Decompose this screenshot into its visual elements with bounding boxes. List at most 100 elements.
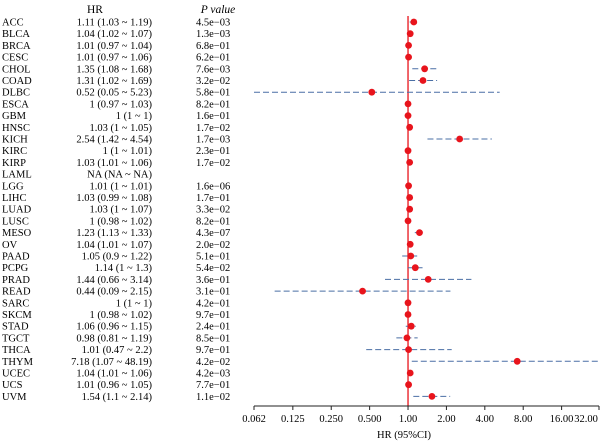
p-value-luad: 3.3e−02	[196, 205, 230, 216]
hr-text-lusc: 1 (0.98 ~ 1.02)	[89, 216, 152, 227]
row-label-dlbc: DLBC	[2, 88, 30, 99]
p-value-blca: 1.3e−03	[196, 29, 230, 40]
p-value-kich: 1.7e−03	[196, 135, 230, 146]
p-value-chol: 7.6e−03	[196, 64, 230, 75]
point-lihc	[406, 194, 414, 201]
row-label-kirp: KIRP	[2, 158, 26, 169]
row-label-sarc: SARC	[2, 298, 29, 309]
point-kirc	[404, 147, 412, 155]
x-tick-label-7: 8.00	[514, 414, 532, 425]
p-value-lgg: 1.6e−06	[196, 181, 230, 192]
x-tick-label-9: 32.00	[574, 414, 598, 425]
row-label-hnsc: HNSC	[2, 123, 30, 134]
p-value-cesc: 6.2e−01	[196, 53, 230, 64]
point-meso	[416, 229, 423, 237]
x-tick-label-5: 2.00	[437, 414, 455, 425]
point-esca	[404, 100, 412, 108]
row-label-coad: COAD	[2, 76, 32, 87]
row-label-ucec: UCEC	[2, 369, 30, 380]
row-label-kich: KICH	[2, 135, 28, 146]
point-kirp	[406, 159, 414, 166]
plot-layer	[254, 16, 600, 406]
hr-text-pcpg: 1.14 (1 ~ 1.3)	[95, 263, 153, 274]
point-acc	[410, 18, 418, 26]
point-cesc	[405, 53, 412, 61]
hr-text-hnsc: 1.03 (1 ~ 1.05)	[89, 123, 152, 134]
row-label-brca: BRCA	[2, 41, 31, 52]
hr-text-brca: 1.01 (0.97 ~ 1.04)	[76, 41, 152, 52]
point-thym	[513, 357, 521, 365]
row-label-lusc: LUSC	[2, 216, 29, 227]
point-ucs	[405, 381, 412, 389]
hr-text-blca: 1.04 (1.02 ~ 1.07)	[76, 29, 152, 40]
point-lusc	[404, 217, 412, 225]
point-gbm	[404, 112, 412, 119]
row-label-chol: CHOL	[2, 64, 31, 75]
hr-text-paad: 1.05 (0.9 ~ 1.22)	[82, 252, 153, 263]
row-label-esca: ESCA	[2, 99, 29, 110]
hr-text-kirp: 1.03 (1.01 ~ 1.06)	[76, 158, 152, 169]
row-label-lgg: LGG	[2, 181, 24, 192]
point-coad	[419, 77, 427, 84]
row-label-pcpg: PCPG	[2, 263, 29, 274]
hr-text-chol: 1.35 (1.08 ~ 1.68)	[76, 64, 152, 75]
point-prad	[424, 276, 432, 283]
hr-text-dlbc: 0.52 (0.05 ~ 5.23)	[76, 88, 152, 99]
row-label-paad: PAAD	[2, 252, 30, 263]
hr-text-uvm: 1.54 (1.1 ~ 2.14)	[82, 392, 153, 403]
p-value-kirp: 1.7e−02	[196, 158, 230, 169]
p-value-stad: 2.4e−01	[196, 322, 230, 333]
point-ov	[406, 240, 414, 248]
row-label-ov: OV	[2, 240, 18, 251]
point-thca	[405, 346, 412, 353]
hr-text-thym: 7.18 (1.07 ~ 48.19)	[71, 357, 152, 368]
row-label-thym: THYM	[2, 357, 34, 368]
x-tick-label-4: 1.00	[399, 414, 417, 425]
point-ucec	[406, 369, 414, 377]
point-hnsc	[406, 123, 414, 131]
p-value-uvm: 1.1e−02	[196, 392, 230, 403]
point-uvm	[428, 393, 436, 400]
hr-text-luad: 1.03 (1 ~ 1.07)	[89, 205, 152, 216]
point-sarc	[404, 299, 412, 307]
row-label-cesc: CESC	[2, 53, 28, 64]
p-value-sarc: 4.2e−01	[196, 298, 230, 309]
row-label-read: READ	[2, 287, 31, 298]
hr-text-sarc: 1 (1 ~ 1)	[116, 298, 153, 309]
p-value-esca: 8.2e−01	[196, 99, 230, 110]
row-label-thca: THCA	[2, 345, 31, 356]
x-tick-label-1: 0.125	[281, 414, 305, 425]
row-label-tgct: TGCT	[2, 333, 30, 344]
point-pcpg	[411, 264, 419, 272]
row-label-meso: MESO	[2, 228, 32, 239]
hr-text-lihc: 1.03 (0.99 ~ 1.08)	[76, 193, 152, 204]
hr-text-ov: 1.04 (1.01 ~ 1.07)	[76, 240, 152, 251]
p-value-acc: 4.5e−03	[196, 18, 230, 29]
hr-text-gbm: 1 (1 ~ 1)	[116, 111, 153, 122]
hr-text-coad: 1.31 (1.02 ~ 1.69)	[76, 76, 152, 87]
point-dlbc	[368, 88, 376, 96]
point-stad	[407, 322, 415, 330]
p-value-brca: 6.8e−01	[196, 41, 230, 52]
p-value-ucec: 4.2e−03	[196, 369, 230, 380]
point-kich	[456, 135, 464, 143]
hr-text-esca: 1 (0.97 ~ 1.03)	[89, 99, 152, 110]
hr-column-header: HR	[87, 4, 103, 16]
point-brca	[405, 42, 412, 49]
row-label-ucs: UCS	[2, 380, 23, 391]
hr-text-thca: 1.01 (0.47 ~ 2.2)	[82, 345, 153, 356]
p-value-pcpg: 5.4e−02	[196, 263, 230, 274]
hr-text-ucec: 1.04 (1.01 ~ 1.06)	[76, 369, 152, 380]
row-label-prad: PRAD	[2, 275, 30, 286]
row-label-acc: ACC	[2, 18, 24, 29]
hr-text-cesc: 1.01 (0.97 ~ 1.06)	[76, 53, 152, 64]
point-read	[359, 287, 366, 295]
hr-text-kirc: 1 (1 ~ 1.01)	[103, 146, 153, 157]
hr-text-lgg: 1.01 (1 ~ 1.01)	[89, 181, 152, 192]
p-value-meso: 4.3e−07	[196, 228, 230, 239]
row-label-stad: STAD	[2, 322, 29, 333]
row-label-kirc: KIRC	[2, 146, 27, 157]
p-value-thym: 4.2e−02	[196, 357, 230, 368]
p-value-thca: 9.7e−01	[196, 345, 230, 356]
hr-text-ucs: 1.01 (0.96 ~ 1.05)	[76, 380, 152, 391]
